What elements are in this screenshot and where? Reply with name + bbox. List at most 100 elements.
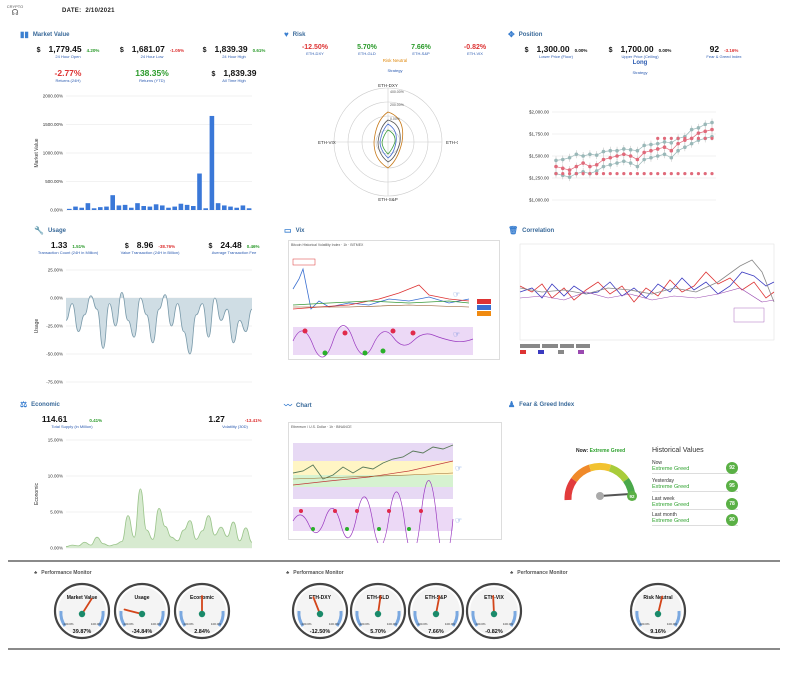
- point[interactable]: [594, 169, 599, 173]
- point[interactable]: [642, 157, 646, 162]
- point[interactable]: [608, 163, 613, 167]
- point[interactable]: [588, 152, 592, 157]
- point[interactable]: [683, 145, 687, 149]
- bar[interactable]: [240, 205, 246, 210]
- bar[interactable]: [110, 195, 115, 210]
- point[interactable]: [655, 141, 660, 146]
- point[interactable]: [628, 148, 633, 152]
- point[interactable]: [689, 141, 694, 146]
- position-band-chart[interactable]: $1,000.00 $1,250.00 $1,500.00 $1,750.00 $2,0…: [512, 106, 722, 206]
- point[interactable]: [635, 148, 640, 153]
- point[interactable]: [710, 127, 714, 132]
- bar[interactable]: [98, 207, 103, 210]
- bar[interactable]: [73, 206, 78, 210]
- bar[interactable]: [153, 204, 159, 210]
- bar[interactable]: [228, 206, 233, 210]
- vix-embedded-chart[interactable]: Bitcoin Historical Volatility Index · 1h…: [288, 240, 500, 360]
- performance-gauge[interactable]: ETH-GLD -100.0% 100.0%5.70%: [349, 582, 407, 642]
- point[interactable]: [581, 154, 585, 158]
- point[interactable]: [601, 164, 606, 169]
- point[interactable]: [635, 157, 640, 162]
- bar[interactable]: [147, 206, 153, 210]
- bar[interactable]: [197, 173, 202, 210]
- point[interactable]: [669, 155, 674, 160]
- point[interactable]: [710, 120, 714, 125]
- point[interactable]: [628, 154, 633, 158]
- bar[interactable]: [184, 204, 190, 210]
- point[interactable]: [703, 129, 708, 134]
- point[interactable]: [594, 163, 599, 167]
- point[interactable]: [567, 168, 572, 172]
- bar[interactable]: [246, 208, 252, 210]
- performance-gauge[interactable]: Market Value -100.0% 100.0% 39.87%: [53, 582, 111, 642]
- eth-usd-embedded-chart[interactable]: Ethereum / U.S. Dollar · 1h · BINANCE ☞ …: [288, 422, 502, 560]
- point[interactable]: [560, 166, 565, 171]
- usage-area-chart[interactable]: 25.00% 0.00% -25.00% -50.00% -75.00% Usage: [30, 262, 260, 392]
- bar[interactable]: [141, 206, 146, 210]
- point[interactable]: [642, 143, 646, 148]
- point[interactable]: [669, 141, 674, 145]
- point[interactable]: [615, 161, 619, 165]
- point[interactable]: [696, 131, 701, 135]
- point[interactable]: [622, 152, 626, 157]
- bar[interactable]: [166, 207, 171, 210]
- bar[interactable]: [160, 205, 165, 210]
- point[interactable]: [567, 175, 572, 179]
- point[interactable]: [601, 157, 606, 162]
- correlation-line-chart[interactable]: [512, 242, 778, 358]
- point[interactable]: [649, 148, 653, 153]
- point[interactable]: [581, 161, 585, 165]
- point[interactable]: [696, 126, 701, 130]
- point[interactable]: [635, 164, 640, 169]
- bar[interactable]: [85, 203, 91, 210]
- bar[interactable]: [215, 203, 221, 210]
- bar[interactable]: [79, 207, 84, 210]
- point[interactable]: [554, 158, 558, 163]
- bar[interactable]: [129, 207, 134, 210]
- point[interactable]: [567, 155, 572, 160]
- performance-gauge[interactable]: ETH-DXY -100.0% 100.0% -12.50%: [291, 582, 349, 642]
- point[interactable]: [615, 154, 619, 158]
- performance-gauge[interactable]: ETH-VIX -100.0% 100.0%-0.82%: [465, 582, 523, 642]
- point[interactable]: [649, 155, 653, 160]
- bar[interactable]: [234, 207, 239, 210]
- performance-gauge[interactable]: Usage -100.0% 100.0% -34.84%: [113, 582, 171, 642]
- point[interactable]: [594, 153, 599, 157]
- point[interactable]: [622, 159, 626, 164]
- bar[interactable]: [222, 205, 227, 210]
- point[interactable]: [649, 142, 653, 147]
- bar[interactable]: [178, 203, 184, 210]
- point[interactable]: [588, 164, 592, 169]
- point[interactable]: [676, 141, 680, 146]
- point[interactable]: [628, 161, 633, 165]
- point[interactable]: [655, 154, 660, 158]
- market-value-bar-chart[interactable]: 0.00% 500.00% 1000.00% 1500.00% 2000.00% Mark…: [30, 90, 260, 220]
- point[interactable]: [608, 148, 613, 153]
- risk-radar-chart[interactable]: ETH-DXY ETH-GLD ETH-S&P ETH-VIX 400.00% …: [318, 84, 458, 202]
- economic-area-chart[interactable]: 0.00% 5.00% 10.00% 15.00% Economic: [30, 436, 260, 554]
- point[interactable]: [662, 140, 667, 144]
- bar[interactable]: [172, 206, 177, 210]
- performance-gauge[interactable]: Economic-100.0%100.0%2.84%: [173, 582, 231, 642]
- point[interactable]: [560, 157, 565, 162]
- point[interactable]: [608, 155, 613, 160]
- point[interactable]: [662, 152, 667, 157]
- bar[interactable]: [104, 206, 109, 210]
- point[interactable]: [622, 147, 626, 151]
- bar[interactable]: [67, 208, 72, 210]
- app-logo[interactable]: CRYPTO ☊: [6, 4, 24, 17]
- performance-gauge[interactable]: Risk Neutral -100.0% 100.0%9.16%: [629, 582, 687, 642]
- bar[interactable]: [209, 115, 215, 210]
- performance-gauge[interactable]: ETH-S&P -100.0% 100.0%7.66%: [407, 582, 465, 642]
- point[interactable]: [615, 148, 619, 153]
- point[interactable]: [642, 150, 646, 155]
- point[interactable]: [676, 148, 680, 153]
- point[interactable]: [601, 149, 606, 154]
- point[interactable]: [574, 164, 579, 169]
- point[interactable]: [655, 147, 660, 151]
- point[interactable]: [662, 145, 667, 149]
- point[interactable]: [669, 148, 674, 153]
- bar[interactable]: [203, 208, 208, 210]
- point[interactable]: [574, 152, 579, 157]
- point[interactable]: [554, 164, 558, 169]
